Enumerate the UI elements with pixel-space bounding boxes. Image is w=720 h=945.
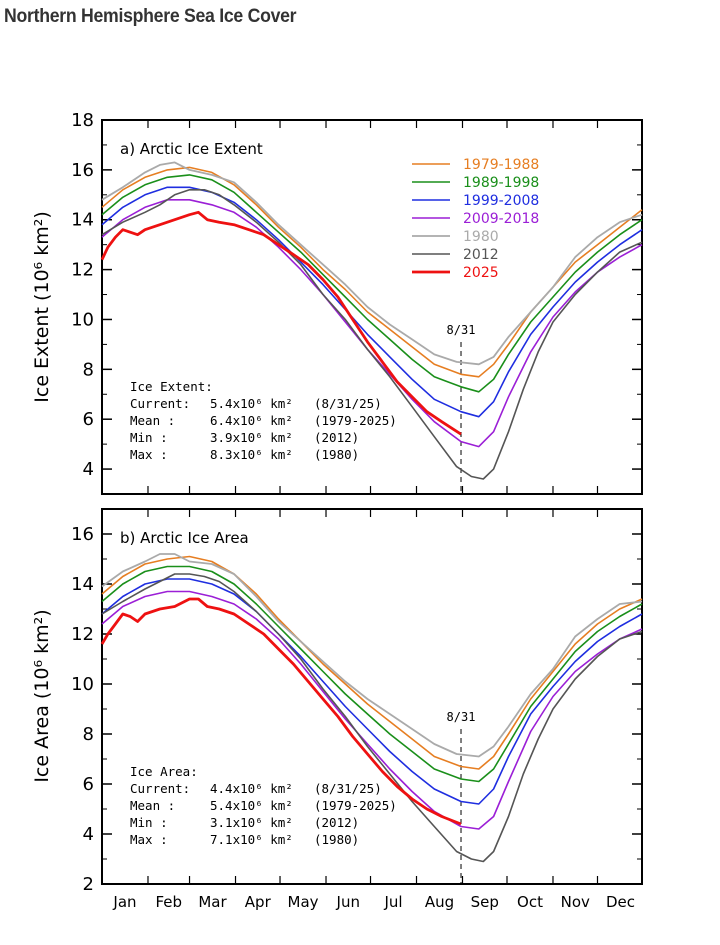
extent-panel: 4 6 8 10 12 14 16 18 Ice Extent (10⁶ km²) a) Arct… [31,110,643,495]
month-label: Nov [561,893,590,911]
stats-label: Current: [130,396,190,411]
legend-label: 1979-1988 [463,157,539,173]
series-line-1979-1988 [101,555,643,770]
stats-value: 3.1x10⁶ km² [210,815,293,830]
stats-note: (1979-2025) [314,798,397,813]
y-tick-label: 14 [71,210,94,231]
stats-label: Mean : [130,798,175,813]
stats-value: 8.3x10⁶ km² [210,447,293,462]
stats-note: (2012) [314,815,359,830]
y-tick-label: 8 [83,359,94,380]
y-tick-label: 8 [83,724,94,745]
y-tick-label: 6 [83,774,94,795]
y-tick-label: 16 [71,160,94,181]
stats-note: (1979-2025) [314,413,397,428]
month-label: Apr [245,893,272,911]
y-tick-label: 10 [71,309,94,330]
series-line-1999-2008 [101,186,643,418]
stats-label: Current: [130,781,190,796]
y-tick-label: 4 [83,459,94,480]
month-label: Oct [517,893,543,911]
stats-note: (2012) [314,430,359,445]
y-tick-label: 4 [83,824,94,845]
series-line-1999-2008 [101,578,643,805]
month-label: Mar [198,893,227,911]
legend-label: 1999-2008 [463,193,539,209]
series-line-2012 [101,189,643,480]
stats-note: (8/31/25) [314,781,382,796]
month-label: Aug [425,893,454,911]
area-panel: 2 4 6 8 10 12 14 16 Jan Feb Mar Apr May Jun Jul Aug Sep O… [31,508,643,911]
stats-value: 5.4x10⁶ km² [210,396,293,411]
page-title: Northern Hemisphere Sea Ice Cover [4,6,297,27]
panel-title: b) Arctic Ice Area [120,529,249,547]
series-line-1979-1988 [101,166,643,378]
plot-frame [101,119,643,495]
panel-title: a) Arctic Ice Extent [120,140,263,158]
stats-value: 3.9x10⁶ km² [210,430,293,445]
y-tick-label: 16 [71,524,94,545]
series-line-2025 [100,210,462,436]
y-axis-label: Ice Extent (10⁶ km²) [31,211,53,402]
series-line-2009-2018 [101,590,643,830]
legend-label: 1989-1998 [463,175,539,191]
series-line-2012 [101,573,643,863]
date-marker-label: 8/31 [447,323,476,337]
series-line-2025 [100,597,462,826]
y-tick-label: 14 [71,574,94,595]
series-line-1980 [101,161,643,366]
stats-value: 6.4x10⁶ km² [210,413,293,428]
stats-label: Min : [130,430,168,445]
y-axis-label: Ice Area (10⁶ km²) [31,609,53,782]
month-label: Sep [471,893,499,911]
y-tick-label: 12 [71,624,94,645]
y-tick-label: 10 [71,674,94,695]
month-label: May [288,893,319,911]
legend-label: 2025 [463,265,499,281]
month-label: Jul [383,893,402,911]
stats-label: Max : [130,832,168,847]
month-label: Dec [606,893,635,911]
month-label: Jan [112,893,136,911]
stats-label: Mean : [130,413,175,428]
y-tick-label: 2 [83,874,94,895]
stats-value: 5.4x10⁶ km² [210,798,293,813]
stats-note: (1980) [314,447,359,462]
series-line-1989-1998 [101,565,643,783]
y-tick-label: 12 [71,260,94,281]
series-line-1980 [101,553,643,758]
legend-label: 2009-2018 [463,211,539,227]
month-label: Feb [155,893,182,911]
stats-value: 7.1x10⁶ km² [210,832,293,847]
stats-note: (1980) [314,832,359,847]
stats-heading: Ice Extent: [130,379,213,394]
plot-frame [101,508,643,885]
legend-label: 2012 [463,247,499,263]
stats-heading: Ice Area: [130,764,198,779]
series-line-1989-1998 [101,174,643,393]
y-tick-label: 6 [83,409,94,430]
stats-note: (8/31/25) [314,396,382,411]
date-marker-label: 8/31 [447,710,476,724]
month-label: Jun [336,893,360,911]
stats-value: 4.4x10⁶ km² [210,781,293,796]
y-tick-label: 18 [71,110,94,131]
legend-label: 1980 [463,229,499,245]
stats-label: Max : [130,447,168,462]
stats-label: Min : [130,815,168,830]
